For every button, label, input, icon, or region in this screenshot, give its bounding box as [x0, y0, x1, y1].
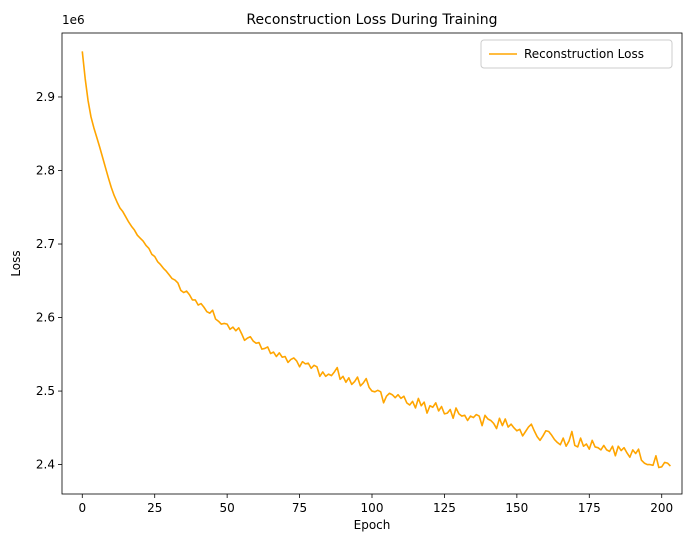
- x-tick-label: 25: [147, 501, 162, 515]
- x-tick-label: 150: [505, 501, 528, 515]
- y-tick-label: 2.8: [36, 163, 55, 177]
- y-axis: 2.4 2.5 2.6 2.7 2.8 2.9: [36, 90, 62, 472]
- x-tick-label: 100: [361, 501, 384, 515]
- y-tick-label: 2.5: [36, 384, 55, 398]
- legend-label: Reconstruction Loss: [524, 47, 644, 61]
- chart-title: Reconstruction Loss During Training: [246, 12, 497, 28]
- y-tick-label: 2.4: [36, 458, 55, 472]
- x-tick-label: 75: [292, 501, 307, 515]
- x-tick-label: 125: [433, 501, 456, 515]
- y-axis-label: Loss: [9, 250, 23, 276]
- series-line-reconstruction-loss: [81, 51, 671, 469]
- y-axis-offset-text: 1e6: [62, 13, 85, 27]
- x-axis: 0 25 50 75 100 125 150 175 200: [78, 494, 673, 515]
- plot-background: [62, 33, 682, 494]
- legend-box: [480, 39, 673, 69]
- plot-area: [61, 32, 683, 495]
- x-tick-label: 0: [78, 501, 86, 515]
- y-tick-label: 2.9: [36, 90, 55, 104]
- y-tick-label: 2.7: [36, 237, 55, 251]
- y-tick-label: 2.6: [36, 311, 55, 325]
- x-tick-label: 200: [650, 501, 673, 515]
- x-tick-label: 50: [219, 501, 234, 515]
- x-axis-label: Epoch: [354, 518, 391, 532]
- x-tick-label: 175: [578, 501, 601, 515]
- legend: Reconstruction Loss: [480, 39, 673, 69]
